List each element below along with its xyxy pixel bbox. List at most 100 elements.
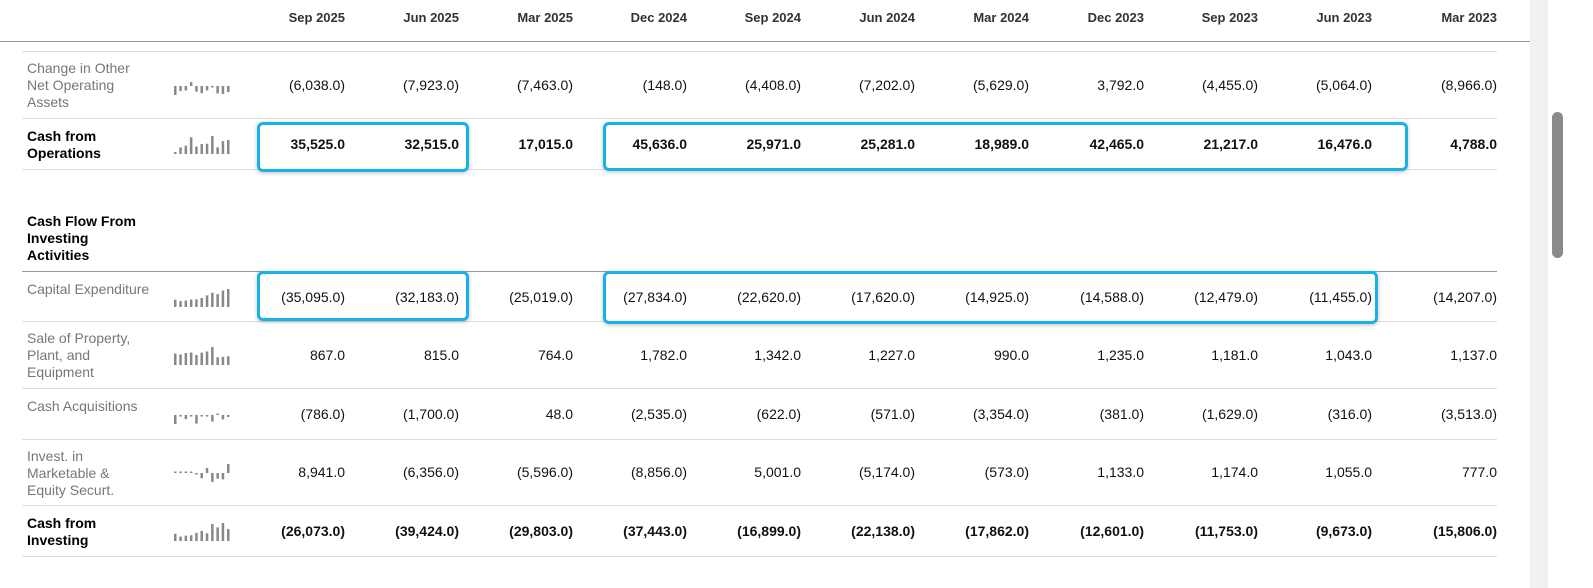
sparkline-bar [216,413,219,415]
highlight-box [257,271,469,321]
row-label: Cash from Investing [27,514,97,548]
sparkline-bar [189,299,193,307]
cell-value: (17,862.0) [965,522,1029,539]
cell-value: (4,455.0) [1201,76,1258,93]
table-row: Sale of Property, Plant, and Equipment 86… [22,322,1497,389]
sparkline-bar [189,534,193,541]
cell-value: (8,856.0) [630,464,687,480]
sparkline-bar [205,143,209,154]
sparkline-bar [211,135,214,154]
sparkline-bar [227,355,230,365]
sparkline-bar [227,85,230,92]
sparkline-bar [184,414,188,419]
sparkline-bar [195,298,198,307]
cell-value: (12,479.0) [1194,288,1258,305]
cell-value: (14,925.0) [965,288,1029,305]
sparkline-bar [179,147,182,154]
sparkline-bar [216,85,219,93]
column-header: Dec 2024 [630,10,687,25]
column-header: Mar 2025 [517,10,573,25]
cell-value: 25,971.0 [746,135,802,152]
sparkline-bar [216,526,219,541]
spacer-row [22,42,1497,52]
sparkline-bar [200,297,203,307]
sparkline-bar [195,354,198,365]
column-header: Jun 2023 [1316,10,1372,25]
cell-value: 777.0 [1461,464,1497,480]
sparkline-bar [227,139,230,154]
cell-value: 35,525.0 [290,135,346,152]
sparkline-bar [205,294,209,307]
cell-value: (381.0) [1099,405,1144,422]
scrollbar-thumb[interactable] [1552,112,1563,258]
column-header: Sep 2023 [1201,10,1258,25]
cell-value: 18,989.0 [974,135,1030,152]
cell-value: (26,073.0) [281,522,345,539]
vertical-scrollbar[interactable] [1530,0,1593,588]
sparkline-bar [189,414,193,416]
column-header: Jun 2024 [859,10,915,25]
scrollbar-track[interactable] [1530,0,1548,588]
cell-value: 815.0 [423,346,459,363]
cell-value: (7,463.0) [516,76,573,93]
sparkline-bar [174,151,177,154]
sparkline-bar [184,145,188,154]
row-label: Cash Acquisitions [27,397,138,414]
cell-value: 5,001.0 [754,464,801,480]
cell-value: (14,207.0) [1433,288,1497,305]
cell-value: 764.0 [537,346,573,363]
sparkline-bar [211,346,214,365]
cell-value: (5,174.0) [858,464,915,480]
sparkline-bar [227,464,230,473]
cell-value: (11,753.0) [1194,522,1258,539]
sparkline-bar [221,289,225,307]
cell-value: 990.0 [993,346,1029,363]
sparkline-bar [200,530,203,541]
cell-value: (7,202.0) [858,76,915,93]
cell-value: (5,064.0) [1315,76,1372,93]
cell-value: (39,424.0) [395,522,459,539]
sparkline-chart [174,522,230,541]
row-label: Change in Other Net Operating Assets [27,60,130,110]
column-header: Sep 2025 [288,10,345,25]
sparkline-bar [174,299,177,307]
highlight-box [603,122,1408,171]
sparkline-bar [200,143,203,154]
cell-value: 21,217.0 [1203,135,1259,152]
sparkline-bar [227,288,230,307]
cell-value: (37,443.0) [623,522,687,539]
column-header-row: Sep 2025 Jun 2025 Mar 2025 Dec 2024 Sep 2024… [0,0,1530,42]
sparkline-bar [200,414,203,416]
table-row: Cash Acquisitions (786.0) (1,700.0) 48.0 (2,… [22,389,1497,440]
sparkline-bar [184,471,188,473]
cell-value: 16,476.0 [1317,135,1373,152]
sparkline-bar [195,532,198,541]
cell-value: (6,038.0) [288,76,345,93]
cell-value: 4,788.0 [1450,135,1497,152]
sparkline-bar [205,85,209,90]
cell-value: (7,923.0) [402,76,459,93]
cell-value: 17,015.0 [518,135,574,152]
table-row: Cash from Investing (26,073.0) (39,424.0) (… [22,506,1497,557]
cell-value: (2,535.0) [630,405,687,422]
cell-value: 45,636.0 [632,135,688,152]
sparkline-bar [179,414,182,416]
sparkline-bar [179,353,182,365]
sparkline-bar [174,353,177,365]
cell-value: 1,043.0 [1325,346,1372,363]
cell-value: 32,515.0 [404,135,460,152]
cell-value: (316.0) [1327,405,1372,422]
sparkline-bar [211,85,214,87]
sparkline-bar [174,533,177,541]
row-label: Sale of Property, Plant, and Equipment [27,330,131,380]
sparkline-bar [179,471,182,473]
sparkline-bar [205,467,209,473]
highlight-box [603,271,1378,324]
cell-value: 1,055.0 [1325,464,1372,480]
cell-value: 1,235.0 [1097,346,1144,363]
sparkline-bar [184,300,188,307]
cell-value: (1,700.0) [402,405,459,422]
table-row: Change in Other Net Operating Assets (6,0… [22,52,1497,119]
sparkline-bar [200,352,203,365]
sparkline-bar [205,532,209,541]
